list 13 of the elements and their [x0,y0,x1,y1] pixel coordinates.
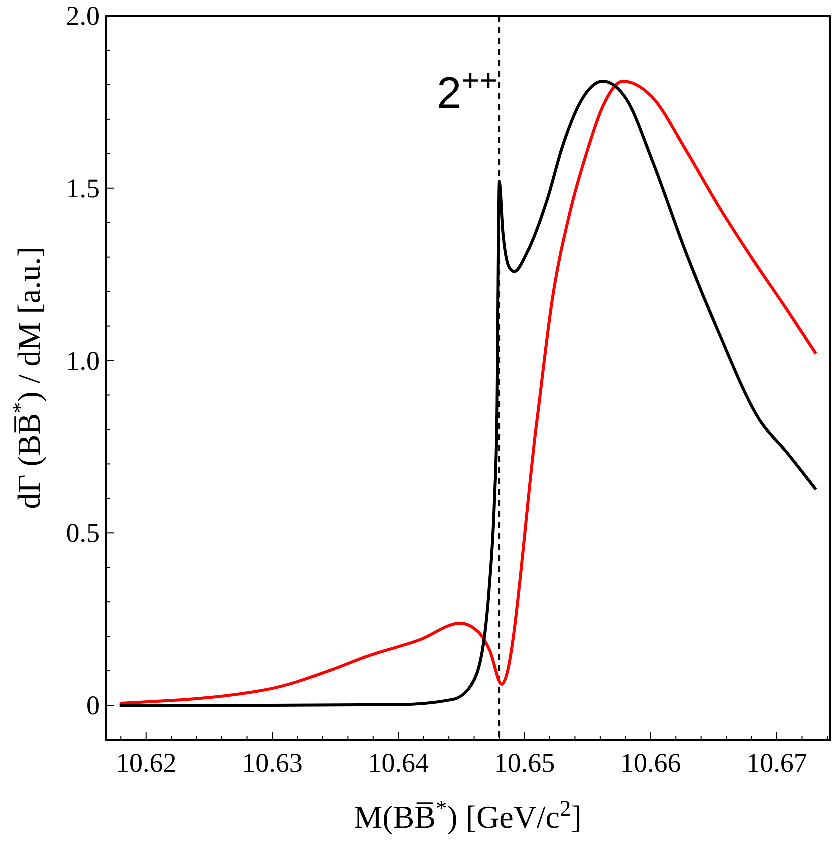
annotation: 2$^{++}$ [437,62,498,118]
x-tick-label: 10.66 [620,748,682,778]
x-axis-title: M(BB̅$^{*}$) [GeV/c$^{2}$] [354,796,582,835]
x-tick-label: 10.67 [746,748,808,778]
y-tick-label: 0.5 [66,518,100,548]
x-tick-label: 10.62 [116,748,177,778]
y-tick-label: 1.5 [66,173,100,204]
x-tick-label: 10.63 [242,748,303,778]
x-tick-label: 10.65 [494,748,556,778]
x-tick-label: 10.64 [368,748,430,778]
y-tick-label: 2.0 [66,1,100,31]
y-tick-label: 1.0 [66,346,100,376]
y-tick-label: 0 [86,690,100,721]
